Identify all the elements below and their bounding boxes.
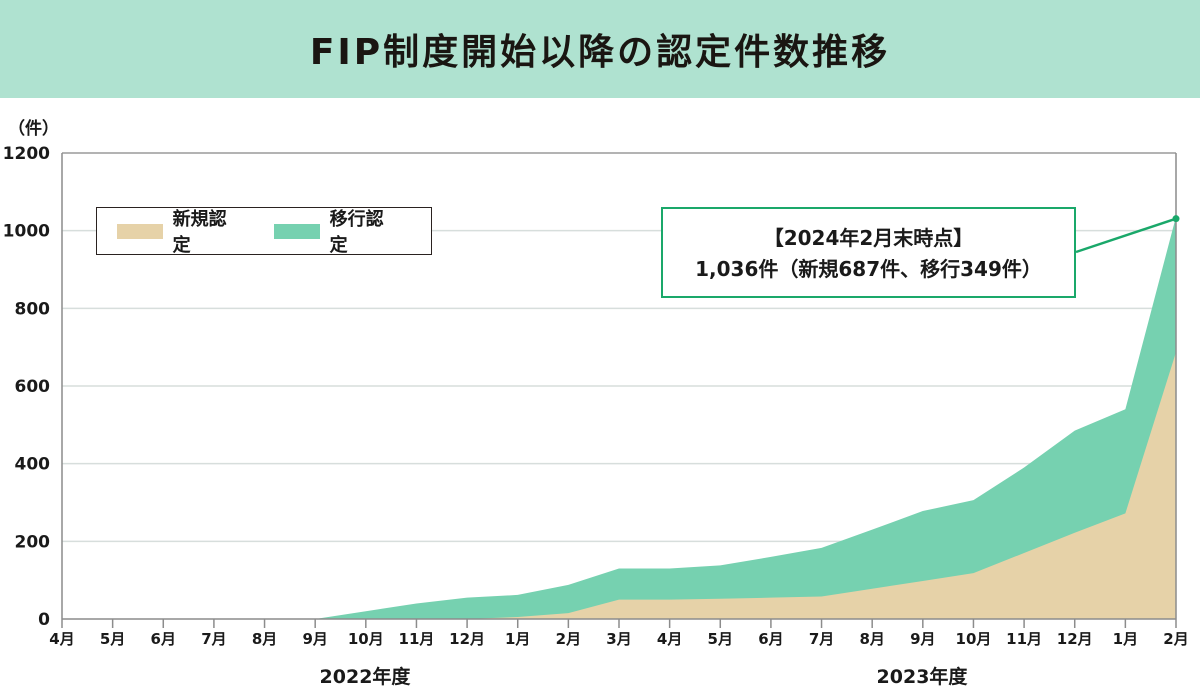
- svg-text:5月: 5月: [100, 630, 125, 648]
- svg-text:2月: 2月: [1163, 630, 1188, 648]
- svg-text:9月: 9月: [910, 630, 935, 648]
- chart-title: FIP制度開始以降の認定件数推移: [309, 32, 891, 73]
- svg-text:10月: 10月: [956, 630, 992, 648]
- y-axis-unit: （件）: [8, 119, 59, 139]
- legend-item-new: 新規認定: [117, 205, 244, 257]
- svg-text:11月: 11月: [1006, 630, 1042, 648]
- svg-text:600: 600: [15, 377, 51, 397]
- legend: 新規認定 移行認定: [96, 205, 432, 257]
- svg-text:4月: 4月: [657, 630, 682, 648]
- svg-text:3月: 3月: [606, 630, 631, 648]
- svg-text:1000: 1000: [3, 222, 50, 242]
- svg-text:4月: 4月: [49, 630, 74, 648]
- svg-text:400: 400: [15, 455, 51, 475]
- legend-swatch-new: [117, 223, 163, 239]
- svg-text:10月: 10月: [348, 630, 384, 648]
- svg-text:9月: 9月: [302, 630, 327, 648]
- svg-text:8月: 8月: [252, 630, 277, 648]
- svg-text:12月: 12月: [1057, 630, 1093, 648]
- svg-text:1月: 1月: [1113, 630, 1138, 648]
- svg-text:7月: 7月: [201, 630, 226, 648]
- svg-text:1200: 1200: [3, 144, 50, 164]
- svg-text:200: 200: [15, 532, 51, 552]
- svg-text:2023年度: 2023年度: [877, 665, 969, 688]
- callout-date: 【2024年2月末時点】: [763, 226, 974, 250]
- x-axis-ticks: 4月 5月 6月 7月 8月 9月 10月 11月 12月 1月 2月 3月 4月 5月 6月 7月 8月 9月 1…: [49, 619, 1189, 648]
- legend-item-migration: 移行認定: [274, 205, 401, 257]
- fiscal-year-labels: 2022年度 2023年度: [320, 665, 969, 688]
- svg-text:11月: 11月: [399, 630, 435, 648]
- svg-text:12月: 12月: [449, 630, 485, 648]
- callout-leader-line: [1075, 217, 1177, 254]
- svg-text:8月: 8月: [859, 630, 884, 648]
- callout-totals: 1,036件（新規687件、移行349件）: [695, 257, 1042, 281]
- legend-label: 新規認定: [172, 209, 227, 256]
- svg-text:7月: 7月: [809, 630, 834, 648]
- svg-text:0: 0: [38, 610, 50, 630]
- svg-text:2022年度: 2022年度: [320, 665, 412, 688]
- chart-title-banner: FIP制度開始以降の認定件数推移: [0, 0, 1200, 98]
- svg-text:2月: 2月: [556, 630, 581, 648]
- callout-box: 【2024年2月末時点】 1,036件（新規687件、移行349件）: [661, 207, 1076, 298]
- y-axis-ticks: 0 200 400 600 800 1000 1200: [3, 144, 50, 630]
- svg-text:6月: 6月: [758, 630, 783, 648]
- legend-swatch-migration: [274, 223, 320, 239]
- svg-text:800: 800: [15, 299, 51, 319]
- svg-text:1月: 1月: [505, 630, 530, 648]
- callout-point-marker: [1172, 215, 1180, 223]
- legend-label: 移行認定: [329, 209, 384, 256]
- svg-text:5月: 5月: [708, 630, 733, 648]
- area-new-certification: [62, 352, 1176, 619]
- svg-text:6月: 6月: [151, 630, 176, 648]
